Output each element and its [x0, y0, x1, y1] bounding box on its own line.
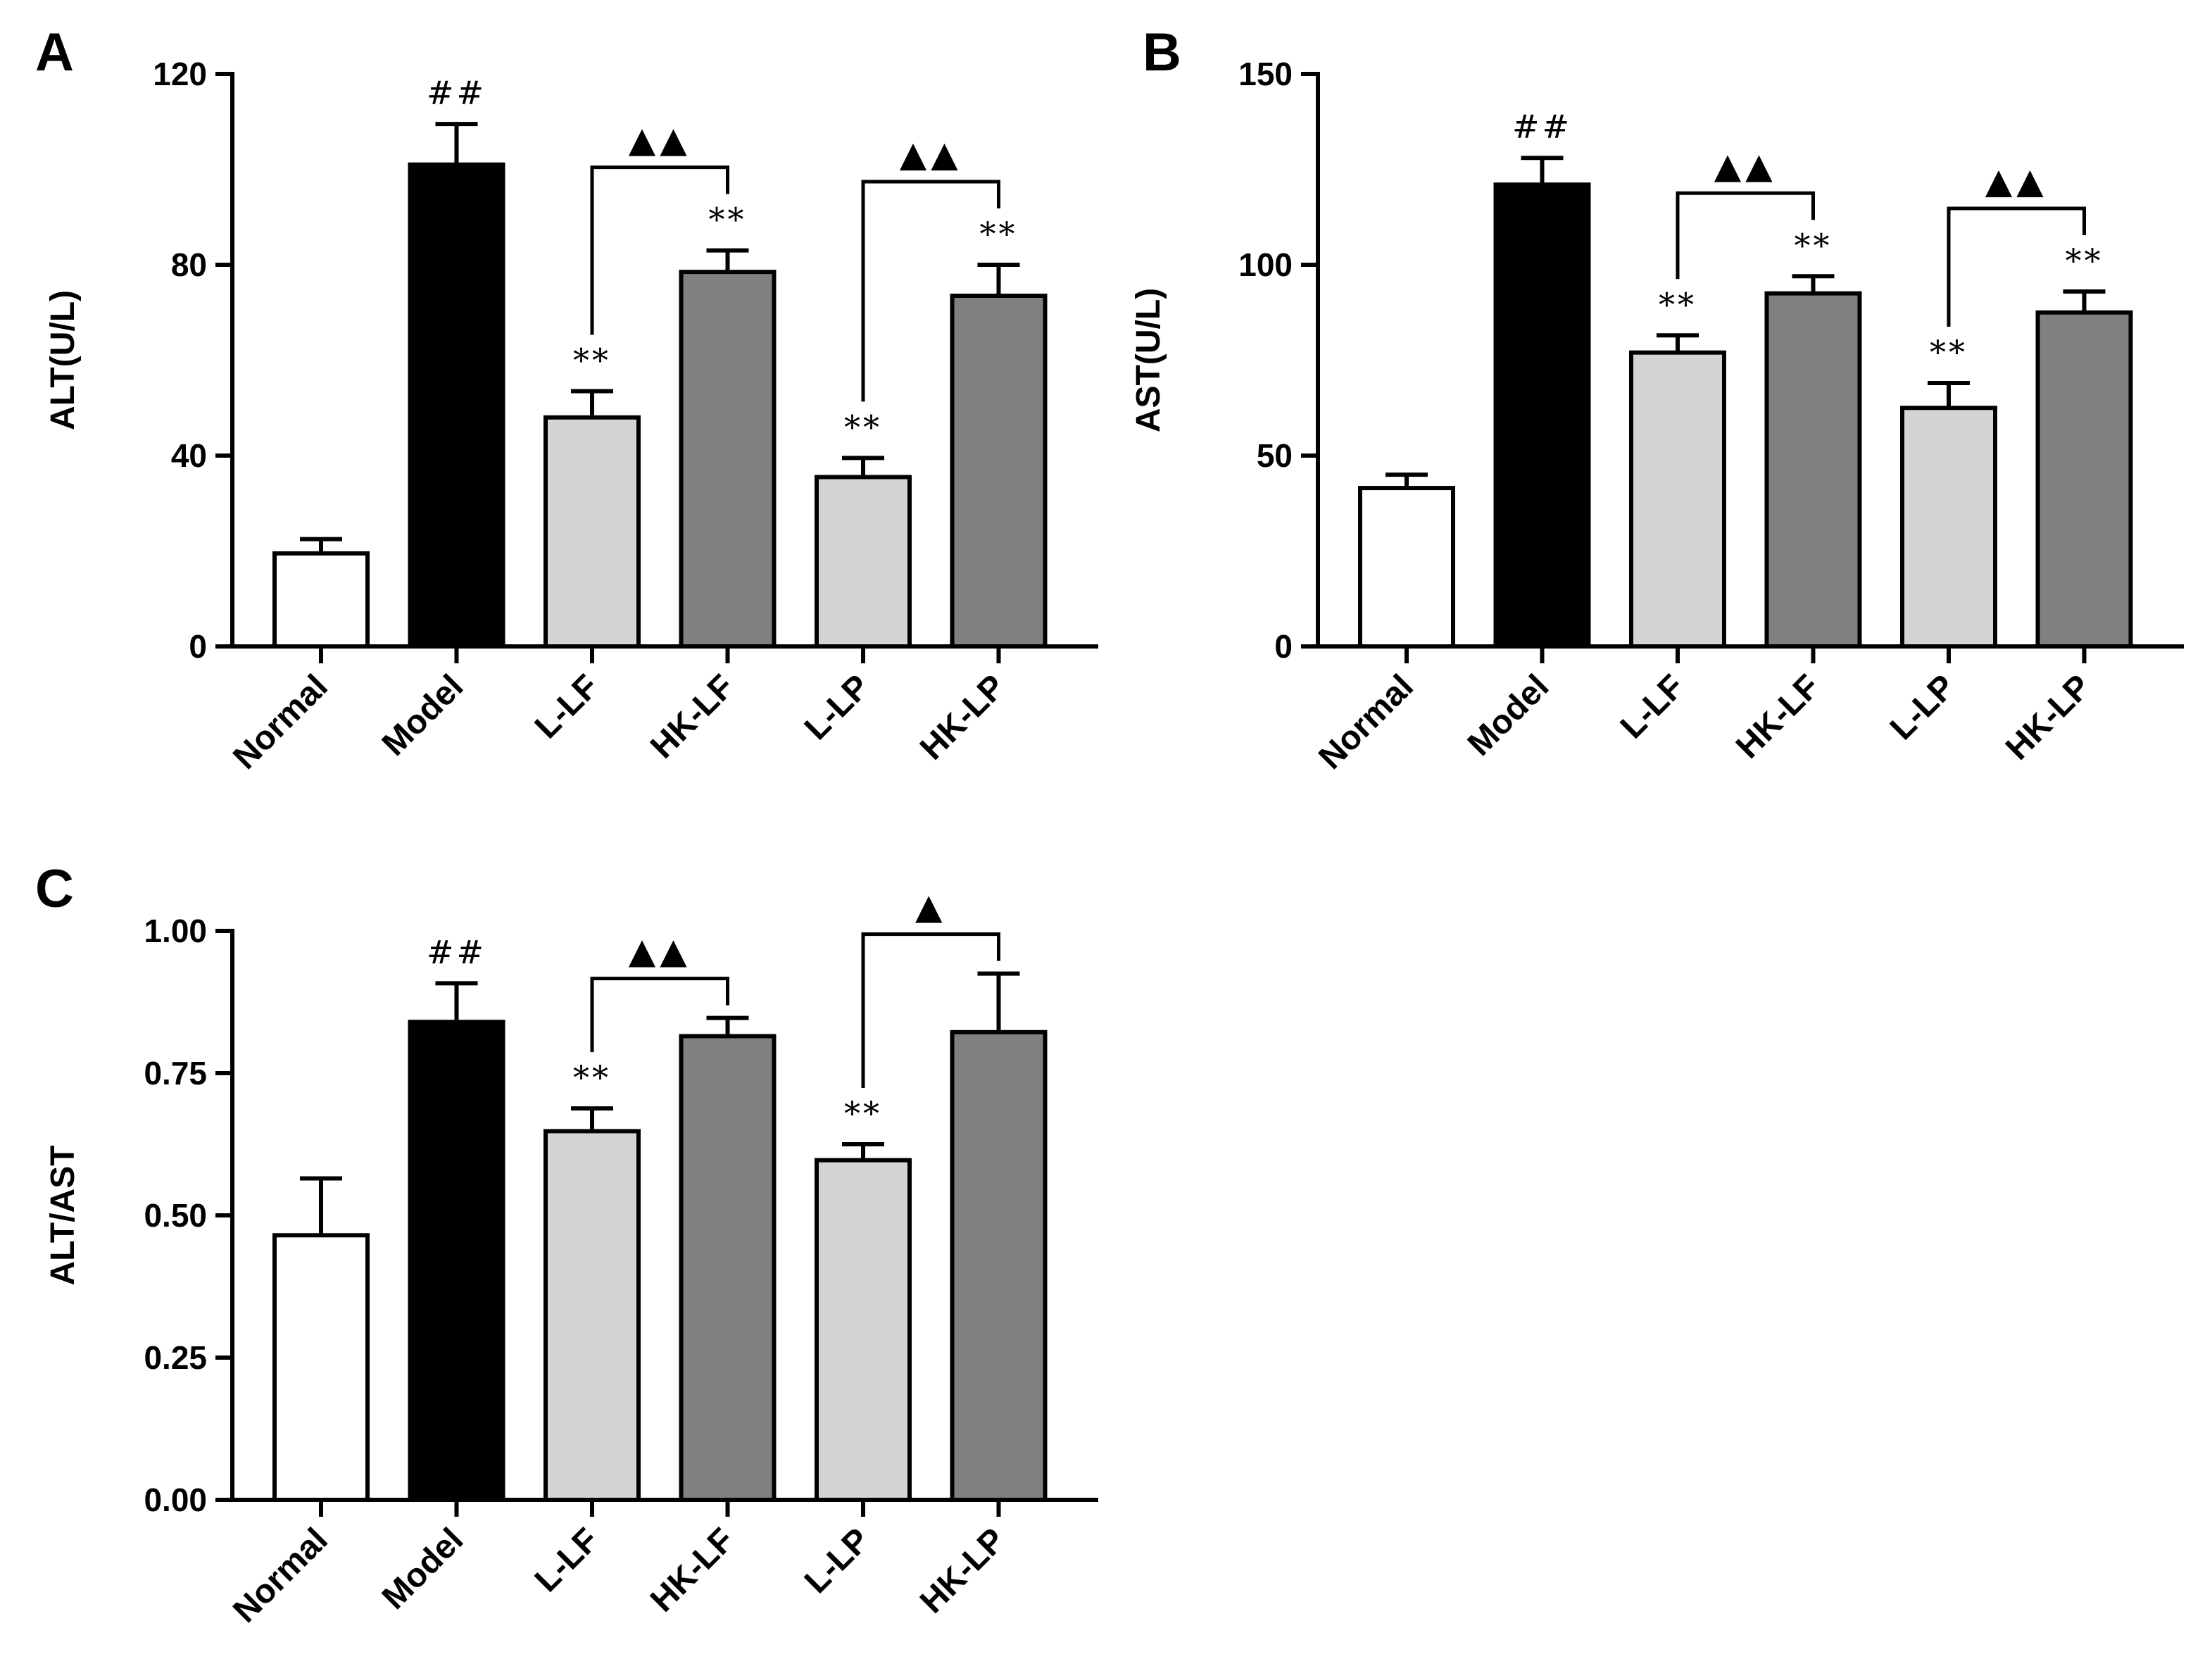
comparison-marker: ▲: [915, 887, 946, 927]
comparison-marker: ▲▲: [629, 120, 691, 161]
significance-label-l-lp: **: [844, 1094, 882, 1132]
bar-normal: [1358, 486, 1455, 649]
significance-label-l-lp: **: [844, 408, 882, 446]
significance-label-hk-lp: **: [980, 215, 1018, 253]
x-tick-label-l-lp: L-LP: [1883, 668, 1963, 747]
y-tick-label: 1.00: [144, 913, 207, 949]
x-tick-label-l-lf: L-LF: [1614, 668, 1692, 746]
comparison-bracket: [1676, 191, 1815, 280]
bar-l-lf: [543, 1129, 641, 1502]
panel-c: C 0.00 0.25 0.50 0.75 1.00 Normal Model L-LF HK-…: [35, 859, 1098, 1630]
significance-label-model: ##: [1512, 108, 1572, 146]
comparison-bracket: [861, 932, 1000, 1088]
significance-label-model: ##: [427, 74, 486, 112]
comparison-bracket: [1947, 206, 2086, 327]
significance-label-hk-lp: **: [2066, 242, 2104, 280]
panel-b-letter: B: [1143, 23, 1181, 82]
y-tick-label: 0.50: [144, 1197, 207, 1234]
comparison-marker: ▲▲: [629, 931, 691, 972]
x-tick-label-hk-lp: HK-LP: [913, 1521, 1012, 1620]
bar-model: [408, 1020, 505, 1502]
panel-b-chart: 0 50 100 150 Normal Model L-LF HK-LF L-LP HK-LP AS…: [1130, 56, 2184, 777]
y-tick-label: 80: [171, 246, 207, 283]
bar-hk-lp: [950, 1029, 1048, 1502]
x-tick-label-l-lf: L-LF: [528, 1521, 606, 1599]
bar-l-lp: [815, 475, 912, 649]
bar-l-lp: [815, 1158, 912, 1503]
significance-label-l-lf: **: [1659, 285, 1697, 323]
bar-model: [1493, 182, 1591, 649]
bar-normal: [272, 1233, 370, 1503]
bar-l-lf: [543, 415, 641, 649]
x-tick-label-l-lp: L-LP: [798, 668, 877, 747]
y-tick-label: 120: [153, 56, 207, 92]
panel-c-chart: 0.00 0.25 0.50 0.75 1.00 Normal Model L-LF HK-LF…: [44, 887, 1098, 1630]
comparison-bracket: [861, 180, 1000, 402]
y-tick-label: 0: [1274, 628, 1293, 665]
y-tick-label: 0.75: [144, 1055, 207, 1091]
bar-l-lp: [1900, 406, 1997, 649]
y-axis-title: ALT/AST: [44, 1145, 82, 1285]
x-tick-label-model: Model: [375, 1521, 471, 1617]
x-tick-label-l-lf: L-LF: [528, 668, 606, 746]
comparison-bracket: [590, 165, 729, 335]
x-tick-label-normal: Normal: [226, 668, 334, 776]
bar-hk-lf: [679, 270, 777, 649]
bar-hk-lp: [950, 294, 1048, 649]
bar-l-lf: [1629, 350, 1726, 649]
significance-label-model: ##: [427, 933, 486, 971]
x-tick-label-hk-lf: HK-LF: [643, 1521, 741, 1619]
y-axis-title: AST(U/L): [1130, 288, 1167, 432]
bar-model: [408, 162, 505, 649]
y-tick-label: 150: [1238, 56, 1293, 92]
y-tick-label: 0.25: [144, 1339, 207, 1376]
x-tick-label-normal: Normal: [226, 1521, 334, 1629]
y-tick-label: 0.00: [144, 1482, 207, 1518]
significance-label-l-lf: **: [573, 342, 611, 380]
comparison-marker: ▲▲: [1985, 161, 2048, 201]
y-tick-label: 50: [1257, 437, 1293, 474]
panel-a-chart: 0 40 80 120 Normal Model L-LF HK-LF L-LP HK-LP ALT…: [44, 56, 1098, 777]
significance-label-hk-lf: **: [709, 201, 747, 239]
bar-hk-lf: [679, 1034, 777, 1502]
x-tick-label-hk-lf: HK-LF: [1729, 668, 1827, 765]
significance-label-l-lp: **: [1930, 333, 1968, 371]
x-tick-label-hk-lf: HK-LF: [643, 668, 741, 765]
significance-label-hk-lf: **: [1795, 226, 1833, 264]
bar-normal: [272, 551, 370, 649]
comparison-marker: ▲▲: [1714, 145, 1777, 186]
x-tick-label-model: Model: [1461, 668, 1557, 763]
x-tick-label-normal: Normal: [1312, 668, 1420, 776]
x-tick-label-l-lp: L-LP: [798, 1521, 877, 1601]
x-tick-label-hk-lp: HK-LP: [1999, 668, 2098, 767]
significance-label-l-lf: **: [573, 1058, 611, 1096]
bar-hk-lf: [1764, 291, 1862, 649]
y-tick-label: 0: [189, 628, 207, 665]
panel-c-letter: C: [35, 859, 74, 919]
y-tick-label: 40: [171, 437, 207, 474]
x-tick-label-model: Model: [375, 668, 471, 763]
y-axis-title: ALT(U/L): [44, 290, 82, 430]
y-tick-label: 100: [1238, 246, 1293, 283]
comparison-marker: ▲▲: [900, 134, 962, 175]
panel-a-letter: A: [35, 23, 74, 82]
panel-a: A 0 40 80 120 Normal Model L-LF HK-LF L-LP HK-LP A…: [35, 23, 1098, 777]
comparison-bracket: [590, 977, 729, 1053]
bar-hk-lp: [2035, 310, 2133, 649]
panel-b: B 0 50 100 150 Normal Model L-LF HK-LF L-LP HK-LP…: [1130, 23, 2184, 777]
x-tick-label-hk-lp: HK-LP: [913, 668, 1012, 767]
